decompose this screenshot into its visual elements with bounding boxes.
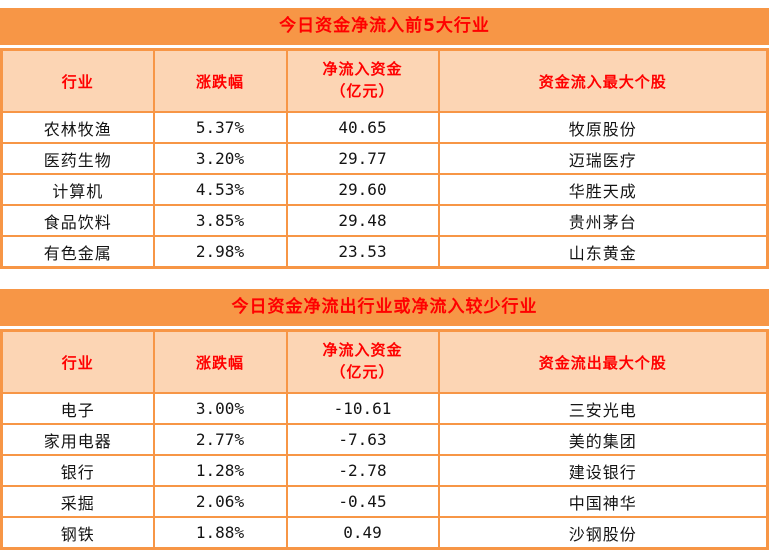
stock-cell: 美的集团 bbox=[437, 423, 769, 456]
inflow-cell: 29.60 bbox=[285, 173, 440, 206]
table-row: 食品饮料 3.85% 29.48 贵州茅台 bbox=[0, 204, 769, 237]
header-inflow-line1: 净流入资金 bbox=[322, 60, 403, 79]
inflow-cell: 40.65 bbox=[285, 111, 440, 144]
inflow-cell: 29.48 bbox=[285, 204, 440, 237]
header-top-stock: 资金流入最大个股 bbox=[437, 48, 769, 113]
stock-cell: 牧原股份 bbox=[437, 111, 769, 144]
header-inflow: 净流入资金 （亿元） bbox=[285, 329, 440, 394]
table-row: 有色金属 2.98% 23.53 山东黄金 bbox=[0, 235, 769, 269]
industry-cell: 农林牧渔 bbox=[0, 111, 155, 144]
outflow-table-title: 今日资金净流出行业或净流入较少行业 bbox=[0, 289, 769, 326]
inflow-cell: 29.77 bbox=[285, 142, 440, 175]
inflow-cell: -7.63 bbox=[285, 423, 440, 456]
table-row: 银行 1.28% -2.78 建设银行 bbox=[0, 454, 769, 487]
industry-cell: 家用电器 bbox=[0, 423, 155, 456]
change-cell: 3.85% bbox=[152, 204, 288, 237]
inflow-cell: -2.78 bbox=[285, 454, 440, 487]
table-row: 钢铁 1.88% 0.49 沙钢股份 bbox=[0, 516, 769, 550]
table-row: 家用电器 2.77% -7.63 美的集团 bbox=[0, 423, 769, 456]
change-cell: 2.98% bbox=[152, 235, 288, 269]
industry-cell: 电子 bbox=[0, 392, 155, 425]
header-industry: 行业 bbox=[0, 329, 155, 394]
stock-cell: 沙钢股份 bbox=[437, 516, 769, 550]
header-inflow: 净流入资金 （亿元） bbox=[285, 48, 440, 113]
table-row: 电子 3.00% -10.61 三安光电 bbox=[0, 392, 769, 425]
change-cell: 3.00% bbox=[152, 392, 288, 425]
stock-cell: 建设银行 bbox=[437, 454, 769, 487]
table-row: 农林牧渔 5.37% 40.65 牧原股份 bbox=[0, 111, 769, 144]
header-top-stock: 资金流出最大个股 bbox=[437, 329, 769, 394]
stock-cell: 贵州茅台 bbox=[437, 204, 769, 237]
change-cell: 5.37% bbox=[152, 111, 288, 144]
inflow-cell: -10.61 bbox=[285, 392, 440, 425]
industry-cell: 采掘 bbox=[0, 485, 155, 518]
header-inflow-line2: （亿元） bbox=[330, 363, 395, 381]
table-row: 采掘 2.06% -0.45 中国神华 bbox=[0, 485, 769, 518]
industry-cell: 钢铁 bbox=[0, 516, 155, 550]
header-change: 涨跌幅 bbox=[152, 329, 288, 394]
inflow-cell: -0.45 bbox=[285, 485, 440, 518]
header-row: 行业 涨跌幅 净流入资金 （亿元） 资金流入最大个股 bbox=[0, 48, 769, 113]
stock-cell: 迈瑞医疗 bbox=[437, 142, 769, 175]
inflow-cell: 0.49 bbox=[285, 516, 440, 550]
header-industry: 行业 bbox=[0, 48, 155, 113]
change-cell: 1.28% bbox=[152, 454, 288, 487]
header-inflow-line1: 净流入资金 bbox=[322, 341, 403, 360]
stock-cell: 中国神华 bbox=[437, 485, 769, 518]
change-cell: 2.77% bbox=[152, 423, 288, 456]
inflow-table-title: 今日资金净流入前5大行业 bbox=[0, 8, 769, 45]
inflow-cell: 23.53 bbox=[285, 235, 440, 269]
outflow-table: 行业 涨跌幅 净流入资金 （亿元） 资金流出最大个股 电子 3.00% -10.… bbox=[0, 329, 769, 550]
industry-cell: 食品饮料 bbox=[0, 204, 155, 237]
industry-cell: 有色金属 bbox=[0, 235, 155, 269]
header-row: 行业 涨跌幅 净流入资金 （亿元） 资金流出最大个股 bbox=[0, 329, 769, 394]
industry-cell: 医药生物 bbox=[0, 142, 155, 175]
outflow-table-section: 今日资金净流出行业或净流入较少行业 行业 涨跌幅 净流入资金 （亿元） 资金流出… bbox=[0, 289, 769, 550]
change-cell: 3.20% bbox=[152, 142, 288, 175]
industry-cell: 计算机 bbox=[0, 173, 155, 206]
change-cell: 4.53% bbox=[152, 173, 288, 206]
header-inflow-line2: （亿元） bbox=[330, 82, 395, 100]
change-cell: 1.88% bbox=[152, 516, 288, 550]
inflow-table-section: 今日资金净流入前5大行业 行业 涨跌幅 净流入资金 （亿元） 资金流入最大个股 bbox=[0, 8, 769, 269]
stock-cell: 三安光电 bbox=[437, 392, 769, 425]
change-cell: 2.06% bbox=[152, 485, 288, 518]
header-change: 涨跌幅 bbox=[152, 48, 288, 113]
table-row: 医药生物 3.20% 29.77 迈瑞医疗 bbox=[0, 142, 769, 175]
inflow-table: 行业 涨跌幅 净流入资金 （亿元） 资金流入最大个股 农林牧渔 5.37% 40… bbox=[0, 48, 769, 269]
stock-cell: 山东黄金 bbox=[437, 235, 769, 269]
stock-cell: 华胜天成 bbox=[437, 173, 769, 206]
table-row: 计算机 4.53% 29.60 华胜天成 bbox=[0, 173, 769, 206]
industry-cell: 银行 bbox=[0, 454, 155, 487]
